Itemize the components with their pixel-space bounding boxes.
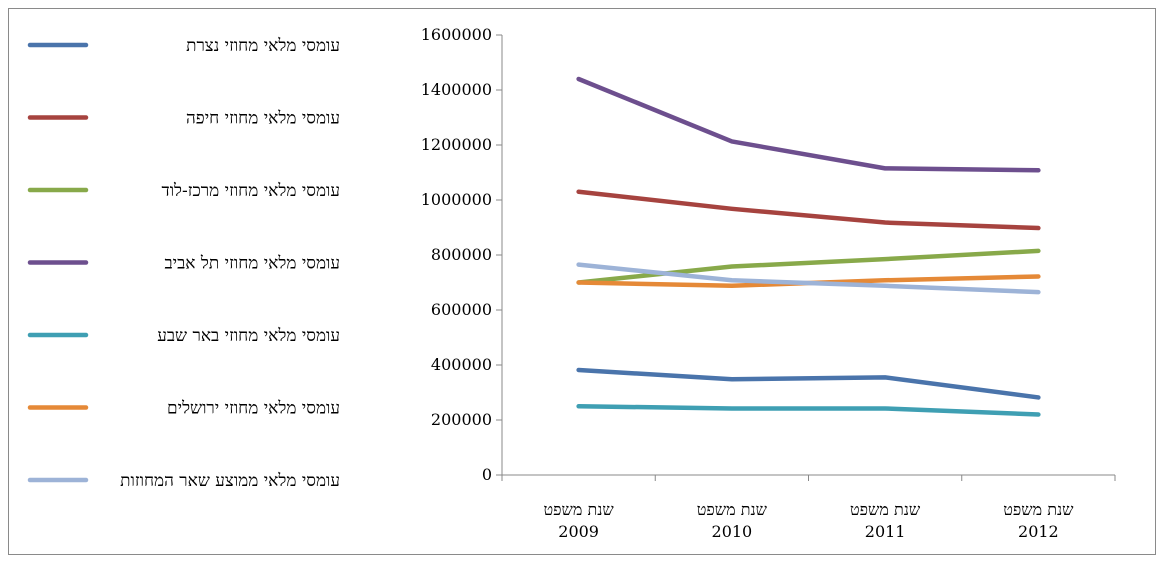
series-line-7 <box>576 262 1041 295</box>
y-tick-label: 200000 <box>431 410 492 429</box>
legend-label-7: עומסי מלאי ממוצע שאר המחוזות <box>120 471 340 491</box>
x-tick-label: שנת משפט 2012 <box>1003 500 1074 541</box>
y-tick-label: 800000 <box>431 245 492 264</box>
legend-label-5: עומסי מלאי מחוזי באר שבע <box>157 326 340 346</box>
legend-label-3: עומסי מלאי מחוזי מרכז-לוד <box>162 181 340 201</box>
y-tick-label: 0 <box>482 465 492 484</box>
series-line-5 <box>576 404 1041 417</box>
series-line-4 <box>576 76 1041 173</box>
y-tick-label: 600000 <box>431 300 492 319</box>
series-line-1 <box>576 367 1041 400</box>
legend-label-4: עומסי מלאי מחוזי תל אביב <box>164 254 340 274</box>
series-line-2 <box>576 189 1041 231</box>
y-tick-label: 1400000 <box>421 80 492 99</box>
y-tick-label: 1200000 <box>421 135 492 154</box>
y-tick-label: 1000000 <box>421 190 492 209</box>
y-tick-label: 400000 <box>431 355 492 374</box>
y-tick-label: 1600000 <box>421 25 492 44</box>
legend-label-2: עומסי מלאי מחוזי חיפה <box>186 109 340 129</box>
axes: 0 200000 400000 600000 800000 1000000 1200000 1… <box>421 25 1116 541</box>
x-tick-label: שנת משפט 2009 <box>544 500 615 541</box>
legend-label-6: עומסי מלאי מחוזי ירושלים <box>167 399 340 419</box>
legend-label-1: עומסי מלאי מחוזי נצרת <box>186 36 340 56</box>
x-tick-label: שנת משפט 2010 <box>697 500 768 541</box>
x-tick-label: שנת משפט 2011 <box>850 500 921 541</box>
series-lines <box>576 76 1041 417</box>
legend: עומסי מלאי מחוזי נצרת עומסי מלאי מחוזי חי… <box>27 36 340 491</box>
